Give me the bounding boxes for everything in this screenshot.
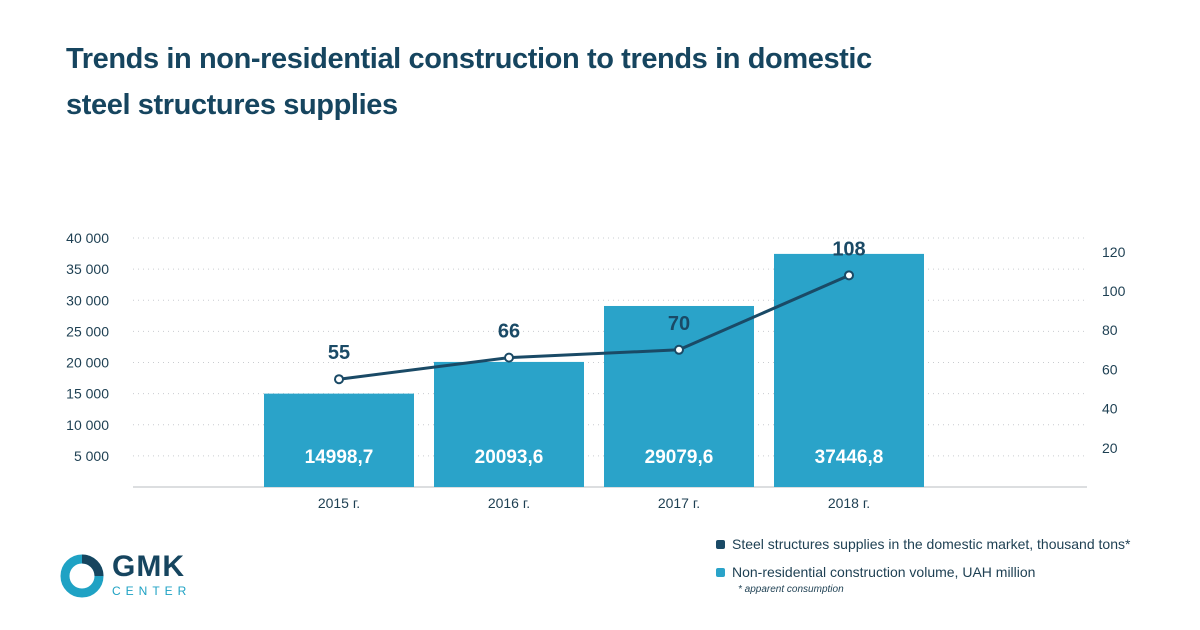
y-left-tick-label: 40 000 <box>66 230 109 246</box>
gmk-center-logo: GMK CENTER <box>60 550 192 599</box>
y-left-tick-label: 5 000 <box>74 448 109 464</box>
bar-value-label: 14998,7 <box>305 447 374 468</box>
y-left-tick-label: 35 000 <box>66 261 109 277</box>
y-right-tick-label: 80 <box>1102 322 1118 338</box>
y-left-tick-label: 20 000 <box>66 355 109 371</box>
bar-value-label: 37446,8 <box>815 447 884 468</box>
x-tick-label: 2018 г. <box>828 495 870 511</box>
logo-main-text: GMK <box>112 550 185 583</box>
line-value-label: 55 <box>328 342 350 364</box>
line-point <box>334 374 344 385</box>
legend-item-construction: Non-residential construction volume, UAH… <box>716 558 1130 586</box>
legend-swatch-steel <box>716 539 725 549</box>
y-left-tick-label: 15 000 <box>66 386 109 402</box>
y-left-tick-label: 10 000 <box>66 417 109 433</box>
bar-value-label: 29079,6 <box>645 447 714 468</box>
x-tick-label: 2015 г. <box>318 495 360 511</box>
bar <box>434 361 584 487</box>
chart-title: Trends in non-residential construction t… <box>66 43 872 121</box>
line-value-label: 108 <box>832 238 865 260</box>
bar <box>774 253 924 487</box>
y-right-tick-label: 40 <box>1102 401 1118 417</box>
y-right-tick-label: 120 <box>1102 244 1126 260</box>
bar <box>604 305 754 487</box>
y-right-tick-label: 100 <box>1102 283 1126 299</box>
y-left-tick-label: 25 000 <box>66 323 109 339</box>
y-left-tick-label: 30 000 <box>66 292 109 308</box>
line-value-label: 70 <box>668 313 690 335</box>
footnote: * apparent consumption <box>738 584 844 595</box>
bar <box>264 393 414 487</box>
legend-swatch-construction <box>716 567 725 577</box>
y-right-tick-label: 60 <box>1102 361 1118 377</box>
line-point <box>504 352 514 363</box>
line-point <box>674 344 684 355</box>
legend-label-construction: Non-residential construction volume, UAH… <box>732 564 1036 580</box>
x-tick-label: 2016 г. <box>488 495 530 511</box>
legend-label-steel: Steel structures supplies in the domesti… <box>732 536 1131 552</box>
legend: Steel structures supplies in the domesti… <box>716 530 1130 586</box>
logo-sub-text: CENTER <box>112 584 192 598</box>
legend-item-steel: Steel structures supplies in the domesti… <box>716 530 1130 558</box>
y-right-tick-label: 20 <box>1102 440 1118 456</box>
line-value-label: 66 <box>498 321 520 343</box>
x-tick-label: 2017 г. <box>658 495 700 511</box>
series-line-steel <box>338 273 850 381</box>
bar-value-label: 20093,6 <box>475 447 544 468</box>
gmk-logo-icon <box>60 554 104 598</box>
line-point <box>844 270 854 281</box>
